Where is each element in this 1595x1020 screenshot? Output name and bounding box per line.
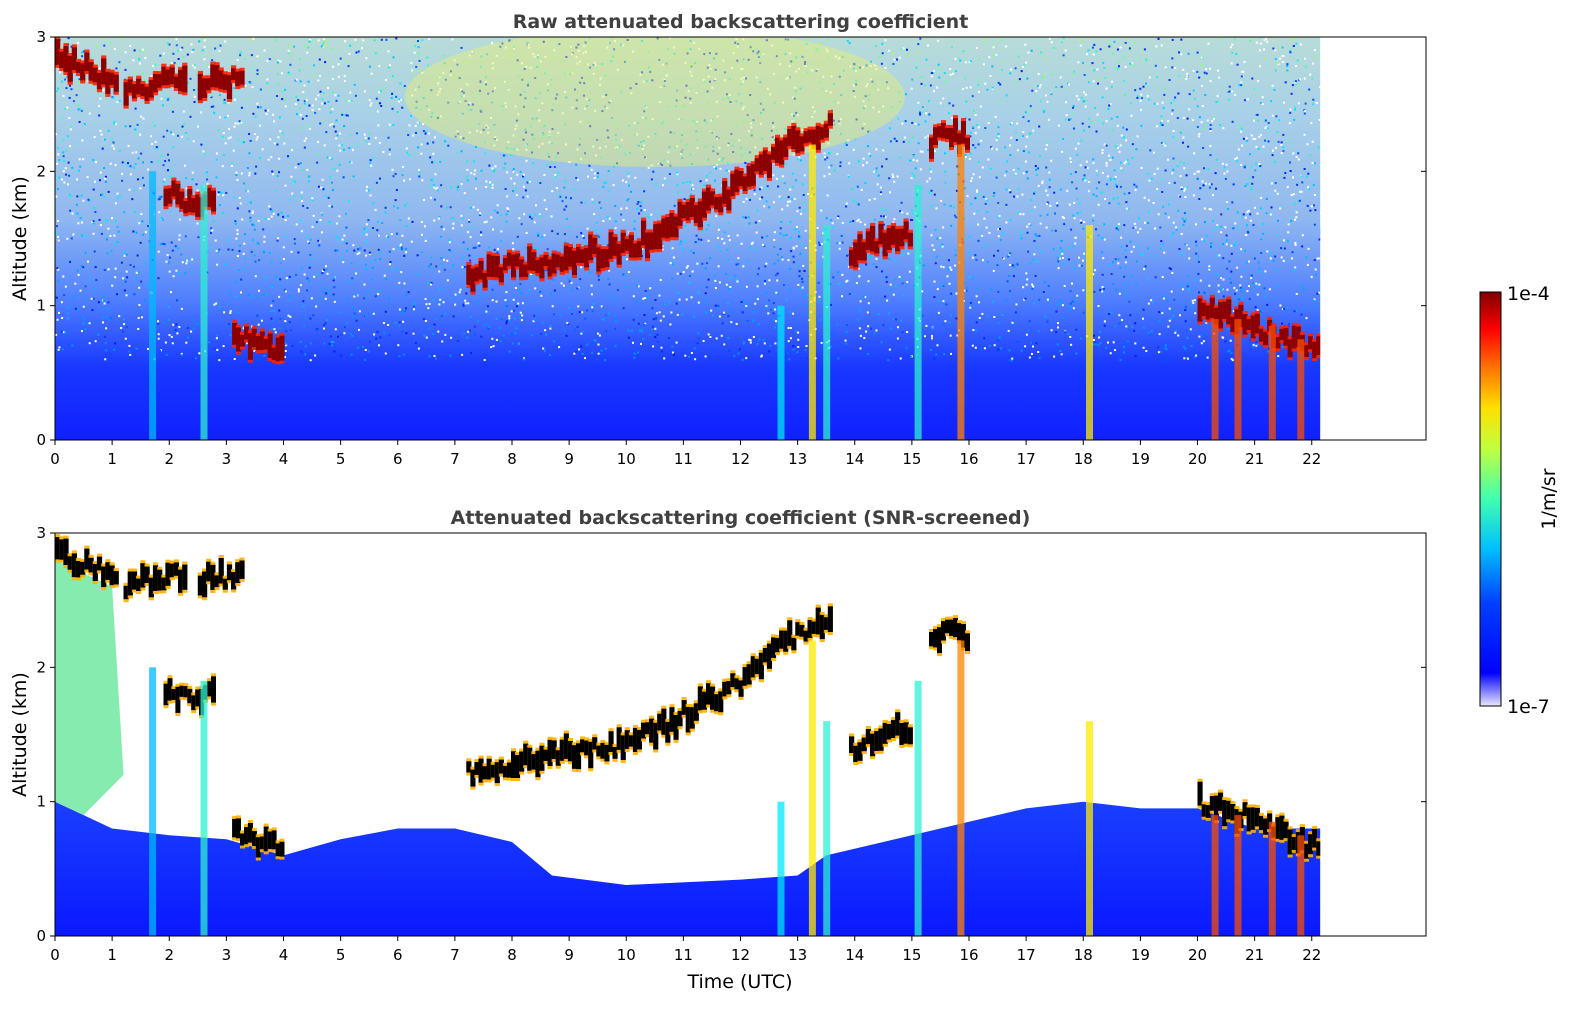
- x-tick-label: 17: [1017, 450, 1036, 468]
- x-tick-label: 19: [1131, 450, 1150, 468]
- cloud-layer: [123, 559, 188, 603]
- x-tick-label: 18: [1074, 946, 1093, 964]
- x-tick-label: 9: [564, 946, 574, 964]
- x-tick-label: 8: [507, 946, 517, 964]
- x-tick-label: 10: [617, 946, 636, 964]
- x-tick-label: 7: [450, 946, 460, 964]
- x-tick-label: 15: [902, 450, 921, 468]
- chart-title: Raw attenuated backscattering coefficien…: [513, 11, 969, 33]
- x-tick-label: 11: [674, 450, 693, 468]
- x-tick-label: 8: [507, 450, 517, 468]
- x-tick-label: 20: [1188, 946, 1207, 964]
- y-tick-label: 0: [36, 927, 46, 945]
- x-tick-label: 4: [279, 946, 289, 964]
- heatmap-field: [55, 534, 1322, 936]
- x-tick-label: 2: [164, 946, 174, 964]
- x-tick-label: 4: [279, 450, 289, 468]
- aerosol-column: [55, 559, 124, 816]
- x-tick-label: 7: [450, 450, 460, 468]
- x-tick-label: 10: [617, 450, 636, 468]
- x-tick-label: 3: [222, 946, 232, 964]
- colorbar-gradient: [1479, 291, 1502, 707]
- x-tick-label: 5: [336, 450, 346, 468]
- cloud-layer: [55, 534, 119, 591]
- x-tick-label: 19: [1131, 946, 1150, 964]
- x-tick-label: 15: [902, 946, 921, 964]
- cloud-layer: [163, 673, 216, 719]
- cloud-layer: [929, 115, 970, 162]
- colorbar-min-label: 1e-7: [1507, 696, 1550, 718]
- x-tick-label: 3: [222, 450, 232, 468]
- x-tick-label: 1: [107, 946, 117, 964]
- x-tick-label: 11: [674, 946, 693, 964]
- x-tick-label: 6: [393, 450, 403, 468]
- cloud-layer: [849, 218, 913, 271]
- no-data-region: [1320, 533, 1426, 936]
- cloud-layer: [466, 603, 833, 790]
- cloud-layer: [849, 709, 913, 765]
- vertical-streaks: [149, 144, 1305, 440]
- colorbar-unit-label: 1/m/sr: [1538, 468, 1560, 529]
- no-data-region: [1320, 37, 1426, 440]
- raw-background: [55, 37, 1321, 440]
- colorbar: 1e-4 1e-7 1/m/sr: [1479, 283, 1560, 718]
- y-axis-label: Altitude (km): [9, 176, 31, 301]
- x-tick-label: 16: [959, 946, 978, 964]
- x-tick-label: 18: [1074, 450, 1093, 468]
- cloud-layer: [466, 110, 833, 295]
- vertical-streaks: [149, 640, 1305, 936]
- x-tick-label: 21: [1245, 450, 1264, 468]
- cloud-layer: [232, 319, 285, 365]
- x-tick-label: 17: [1017, 946, 1036, 964]
- x-tick-label: 12: [731, 946, 750, 964]
- heatmap-field: [55, 37, 1323, 440]
- y-tick-label: 3: [36, 28, 46, 46]
- cloud-layer: [197, 61, 245, 104]
- x-tick-label: 1: [107, 450, 117, 468]
- chart-title: Attenuated backscattering coefficient (S…: [451, 507, 1031, 529]
- x-tick-label: 5: [336, 946, 346, 964]
- x-tick-label: 21: [1245, 946, 1264, 964]
- x-tick-label: 2: [164, 450, 174, 468]
- y-tick-label: 1: [36, 297, 46, 315]
- cloud-layer: [929, 615, 970, 657]
- cloud-layer: [232, 815, 285, 861]
- x-tick-label: 0: [50, 946, 60, 964]
- y-tick-label: 2: [36, 162, 46, 180]
- colorbar-max-label: 1e-4: [1507, 283, 1550, 305]
- x-tick-label: 13: [788, 946, 807, 964]
- x-tick-label: 20: [1188, 450, 1207, 468]
- x-tick-label: 14: [845, 450, 864, 468]
- x-tick-label: 13: [788, 450, 807, 468]
- x-axis-label: Time (UTC): [686, 971, 792, 993]
- y-tick-label: 2: [36, 658, 46, 676]
- x-tick-label: 22: [1302, 946, 1321, 964]
- x-tick-label: 9: [564, 450, 574, 468]
- y-tick-label: 0: [36, 431, 46, 449]
- x-tick-label: 0: [50, 450, 60, 468]
- boundary-layer: [55, 801, 1321, 936]
- cloud-layer: [197, 555, 245, 601]
- y-tick-label: 1: [36, 793, 46, 811]
- cloud-layer: [55, 37, 119, 97]
- y-axis-label: Altitude (km): [9, 672, 31, 797]
- x-tick-label: 14: [845, 946, 864, 964]
- cloud-layer: [123, 62, 188, 109]
- snr-screened-panel: Attenuated backscattering coefficient (S…: [9, 507, 1427, 993]
- x-tick-label: 16: [959, 450, 978, 468]
- x-tick-label: 22: [1302, 450, 1321, 468]
- x-tick-label: 12: [731, 450, 750, 468]
- y-tick-label: 3: [36, 524, 46, 542]
- x-tick-label: 6: [393, 946, 403, 964]
- raw-backscatter-panel: Raw attenuated backscattering coefficien…: [9, 11, 1427, 468]
